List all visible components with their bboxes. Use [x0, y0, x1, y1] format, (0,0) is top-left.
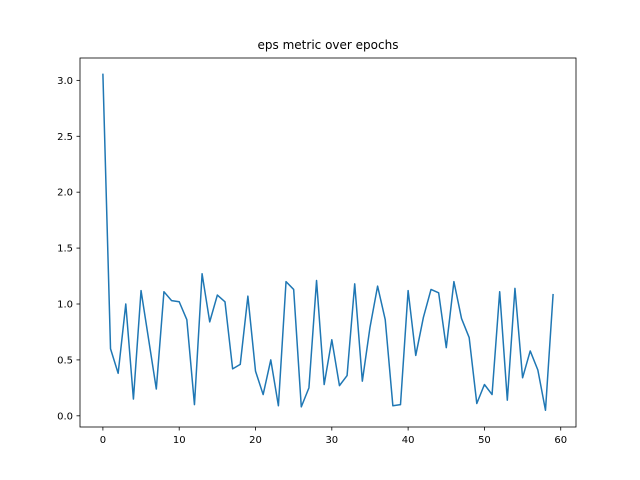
- x-tick-label: 0: [100, 435, 106, 446]
- y-tick-label: 0.5: [57, 355, 73, 366]
- y-tick-label: 1.0: [57, 300, 73, 311]
- x-tick-label: 10: [173, 435, 186, 446]
- x-axis: 0 10 20 30 40 50 60: [100, 427, 567, 446]
- y-tick-label: 0.0: [57, 411, 73, 422]
- y-tick-label: 1.5: [57, 244, 73, 255]
- x-tick-label: 40: [402, 435, 415, 446]
- y-tick-label: 2.5: [57, 132, 73, 143]
- y-tick-label: 2.0: [57, 188, 73, 199]
- y-tick-label: 3.0: [57, 76, 73, 87]
- y-axis: 0.0 0.5 1.0 1.5 2.0 2.5 3.0: [57, 76, 80, 422]
- chart-title: eps metric over epochs: [258, 38, 399, 52]
- axes-frame: [79, 57, 577, 428]
- series-line-0: [102, 73, 554, 411]
- x-tick-label: 30: [325, 435, 338, 446]
- plot-area: [79, 57, 577, 428]
- x-tick-label: 20: [249, 435, 262, 446]
- x-tick-label: 60: [554, 435, 567, 446]
- x-tick-label: 50: [478, 435, 491, 446]
